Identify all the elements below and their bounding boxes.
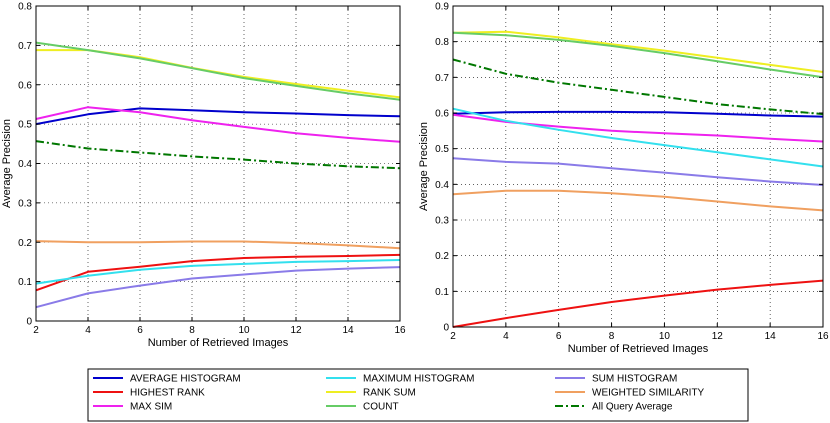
chart-1-xtick-label-16: 16 [394, 325, 406, 336]
chart-1-ytick-label-0-4: 0.4 [18, 159, 32, 170]
chart-1-ytick-label-0-8: 0.8 [18, 2, 32, 13]
legend-label-sum-histogram: SUM HISTOGRAM [592, 374, 677, 385]
chart-2-xtick-label-6: 6 [556, 331, 562, 342]
legend-label-maximum-histogram: MAXIMUM HISTOGRAM [363, 374, 474, 385]
chart-1-ytick-label-0-1: 0.1 [18, 277, 32, 288]
chart-2-xlabel: Number of Retrieved Images [568, 343, 709, 355]
chart-1-line-count [35, 41, 401, 101]
chart-1-ytick-label-0-2: 0.2 [18, 238, 32, 249]
chart-1-plot-area [36, 6, 400, 321]
chart-1-series [35, 41, 401, 309]
chart-2-ytick-label-0-1: 0.1 [435, 287, 449, 298]
legend-label-average-histogram: AVERAGE HISTOGRAM [130, 374, 241, 385]
legend-box [87, 368, 749, 422]
chart-1-xtick-label-8: 8 [189, 325, 195, 336]
chart-1-xtick-label-6: 6 [137, 325, 143, 336]
chart-1-line-average-histogram [35, 107, 401, 126]
chart-1-line-all-query-average [35, 140, 401, 170]
legend-label-all-query-average: All Query Average [592, 402, 673, 413]
chart-2-ytick-label-0-6: 0.6 [435, 109, 449, 120]
chart-2-series [452, 30, 824, 328]
chart-1-ytick-label-0-5: 0.5 [18, 120, 32, 131]
chart-2-ytick-label-0-7: 0.7 [435, 73, 449, 84]
chart-1-line-highest-rank [35, 253, 401, 292]
chart-2-ytick-label-0-9: 0.9 [435, 2, 449, 13]
chart-2-ytick-label-0-2: 0.2 [435, 251, 449, 262]
chart-1-line-weighted-similarity [35, 240, 401, 250]
chart-2-grid [453, 6, 823, 327]
chart-1-line-sum-histogram [35, 266, 401, 309]
chart-2-line-all-query-average [452, 58, 824, 116]
chart-1: 2 4 6 8 10 12 14 16 0 0.1 0.2 0.3 0.4 0.5 0.6 0.7 0.8 Num… [1, 2, 406, 350]
chart-1-ytick-label-0-6: 0.6 [18, 80, 32, 91]
chart-1-xtick-label-12: 12 [290, 325, 302, 336]
legend-label-max-sim: MAX SIM [130, 402, 172, 413]
chart-1-line-maximum-histogram [35, 259, 401, 285]
chart-1-xtick-label-14: 14 [342, 325, 354, 336]
chart-1-ytick-label-0-7: 0.7 [18, 41, 32, 52]
chart-2-xtick-label-2: 2 [450, 331, 456, 342]
chart-1-ytick-label-0-3: 0.3 [18, 198, 32, 209]
chart-1-xtick-label-4: 4 [85, 325, 91, 336]
legend-label-count: COUNT [363, 402, 399, 413]
chart-2-axes-frame [452, 5, 824, 328]
chart-2-line-rank-sum [452, 30, 824, 73]
legend-label-highest-rank: HIGHEST RANK [130, 388, 205, 399]
chart-1-xlabel: Number of Retrieved Images [148, 337, 289, 349]
chart-2-ytick-label-0-5: 0.5 [435, 144, 449, 155]
chart-2-xtick-label-8: 8 [609, 331, 615, 342]
chart-2: 2 4 6 8 10 12 14 16 0 0.1 0.2 0.3 0.4 0.5 0.6 0.7 0.8 0.9… [418, 2, 829, 356]
chart-2-plot-area [453, 6, 823, 327]
chart-2-ytick-label-0-8: 0.8 [435, 37, 449, 48]
chart-1-ytick-label-0: 0 [26, 317, 32, 328]
legend-label-rank-sum: RANK SUM [363, 388, 416, 399]
chart-1-xtick-label-10: 10 [238, 325, 250, 336]
chart-2-ytick-label-0-4: 0.4 [435, 180, 449, 191]
chart-1-ticks: 2 4 6 8 10 12 14 16 0 0.1 0.2 0.3 0.4 0.5 0.6 0.7 0.8 [18, 2, 406, 337]
chart-1-line-max-sim [35, 106, 401, 143]
chart-2-line-highest-rank [452, 279, 824, 328]
chart-2-line-sum-histogram [452, 157, 824, 186]
chart-2-line-average-histogram [452, 110, 824, 118]
chart-2-ticks: 2 4 6 8 10 12 14 16 0 0.1 0.2 0.3 0.4 0.5 0.6 0.7 0.8 0.9 [435, 2, 829, 343]
chart-2-xtick-label-12: 12 [712, 331, 724, 342]
chart-2-xtick-label-16: 16 [817, 331, 829, 342]
chart-2-xtick-label-10: 10 [659, 331, 671, 342]
chart-1-ylabel: Average Precision [1, 119, 13, 208]
chart-2-ytick-label-0-3: 0.3 [435, 216, 449, 227]
chart-2-line-maximum-histogram [452, 107, 824, 168]
chart-2-line-count [452, 31, 824, 79]
legend: AVERAGE HISTOGRAM MAXIMUM HISTOGRAM SUM HI… [87, 368, 749, 422]
chart-2-ytick-label-0: 0 [443, 323, 449, 334]
chart-2-xtick-label-4: 4 [503, 331, 509, 342]
legend-label-weighted-similarity: WEIGHTED SIMILARITY [592, 388, 705, 399]
chart-2-ylabel: Average Precision [418, 122, 430, 211]
chart-2-xtick-label-14: 14 [765, 331, 777, 342]
chart-1-xtick-label-2: 2 [33, 325, 39, 336]
chart-2-line-weighted-similarity [452, 189, 824, 212]
